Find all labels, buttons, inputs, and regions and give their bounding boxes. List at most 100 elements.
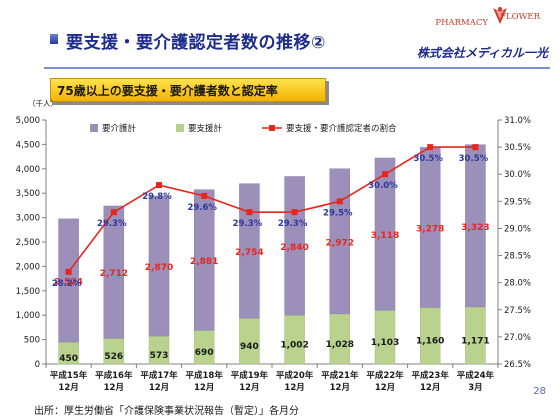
y-left-tick-label: 500 [24, 336, 40, 346]
y-left-tick-label: 5,000 [16, 116, 40, 126]
bar-care-label: 2,754 [235, 248, 263, 258]
bar-care-label: 2,881 [190, 257, 218, 267]
y-left-tick-label: 3,500 [16, 189, 40, 199]
bar-care [193, 189, 215, 331]
bar-care-label: 3,323 [461, 223, 489, 233]
bar-care-label: 3,278 [416, 224, 444, 234]
x-tick-label: 平成24年 [457, 370, 495, 381]
y-left-tick-label: 2,000 [16, 262, 40, 272]
rate-label: 29.3% [233, 219, 263, 229]
page-title: 要支援・要介護認定者数の推移② [66, 33, 326, 53]
y-left-unit-label: （千人） [28, 98, 58, 108]
y-right-tick-label: 30.5% [504, 143, 531, 153]
rate-label: 29.3% [97, 219, 127, 229]
x-tick-label: 12月 [420, 383, 440, 393]
bar-support-label: 1,171 [461, 336, 489, 346]
rate-label: 30.0% [368, 181, 398, 191]
rate-point [156, 182, 162, 189]
bar-care [329, 168, 351, 315]
y-right-tick-label: 28.0% [504, 279, 531, 289]
x-tick-label: 平成20年 [276, 370, 314, 381]
rate-point [427, 144, 434, 151]
rate-label: 29.5% [323, 208, 353, 218]
legend-label: 要支援計 [188, 123, 223, 134]
bar-support-label: 1,103 [371, 338, 399, 348]
rate-point [472, 144, 479, 151]
y-left-tick-label: 3,000 [16, 214, 40, 224]
rate-point [201, 192, 208, 199]
x-tick-label: 平成22年 [366, 370, 404, 381]
bar-support [465, 306, 486, 365]
legend-swatch [90, 124, 98, 132]
bar-care-label: 2,840 [280, 243, 308, 253]
x-tick-label: 12月 [284, 383, 304, 393]
legend-swatch [176, 124, 184, 132]
x-tick-label: 平成17年 [140, 370, 178, 381]
rate-point [291, 209, 298, 216]
y-right-tick-label: 29.5% [504, 197, 531, 207]
bar-support-label: 1,160 [416, 337, 444, 347]
bar-care-label: 2,524 [54, 277, 82, 287]
bar-care [239, 183, 260, 319]
rate-label: 30.5% [459, 154, 489, 164]
x-tick-label: 12月 [239, 383, 259, 393]
rate-point [336, 198, 343, 205]
y-left-tick-label: 4,500 [16, 140, 40, 150]
x-tick-label: 平成23年 [412, 370, 450, 381]
company-logo: PHARMACY FLOWER 株式会社メディカル一光 [402, 4, 552, 64]
flower-logo-icon [493, 7, 507, 24]
rate-point [110, 209, 117, 216]
y-right-tick-label: 29.0% [504, 224, 531, 234]
title-bullet [50, 34, 58, 44]
rate-label: 29.8% [142, 192, 172, 202]
rate-label: 29.6% [187, 203, 217, 213]
header-divider [44, 67, 550, 69]
x-tick-label: 12月 [330, 383, 350, 393]
bar-care-label: 2,712 [100, 269, 128, 279]
bar-support [193, 330, 215, 365]
y-left-tick-label: 4,000 [16, 165, 40, 175]
bar-care-label: 2,870 [145, 263, 173, 273]
legend-label: 要介護計 [102, 123, 137, 134]
y-right-tick-label: 31.0% [504, 116, 531, 126]
y-right-tick-label: 26.5% [504, 360, 531, 370]
legend-marker [269, 125, 275, 131]
page-number: 28 [533, 386, 546, 397]
x-tick-label: 12月 [375, 383, 395, 393]
bar-support-label: 573 [150, 351, 169, 361]
rate-line [67, 146, 476, 273]
x-tick-label: 平成19年 [231, 370, 269, 381]
bar-support-label: 940 [240, 342, 259, 352]
x-tick-label: 平成18年 [186, 370, 224, 381]
y-left-tick-label: 1,500 [16, 287, 40, 297]
x-tick-label: 平成16年 [95, 370, 133, 381]
chart-subtitle: 75歳以上の要支援・要介護者数と認定率 [57, 84, 278, 98]
rate-label: 29.3% [278, 219, 308, 229]
x-tick-label: 12月 [104, 383, 124, 393]
bar-support-label: 690 [195, 348, 214, 358]
y-right-tick-label: 30.0% [504, 170, 531, 180]
bar-support [329, 313, 351, 365]
y-right-tick-label: 27.5% [504, 306, 531, 316]
bar-care [374, 157, 396, 311]
x-tick-label: 12月 [149, 383, 169, 393]
x-tick-label: 平成15年 [50, 370, 88, 381]
logo-text-flower: FLOWER [500, 12, 540, 22]
rate-point [382, 171, 388, 178]
bar-support-label: 526 [104, 352, 123, 362]
y-left-tick-label: 2,500 [16, 238, 40, 248]
bar-care [58, 218, 79, 343]
bar-support [374, 309, 396, 365]
company-name: 株式会社メディカル一光 [416, 46, 548, 60]
rate-label: 28.2% [52, 279, 82, 289]
x-tick-label: 12月 [194, 383, 214, 393]
rate-label: 30.5% [413, 154, 443, 164]
logo-text-pharmacy: PHARMACY [435, 18, 488, 28]
chart-subtitle-box: 75歳以上の要支援・要介護者数と認定率 [50, 78, 326, 102]
rate-point [65, 268, 72, 275]
y-left-tick-label: 1,000 [16, 311, 40, 321]
y-right-tick-label: 28.5% [504, 252, 531, 262]
x-tick-label: 平成21年 [321, 370, 359, 381]
bar-support [284, 314, 305, 365]
